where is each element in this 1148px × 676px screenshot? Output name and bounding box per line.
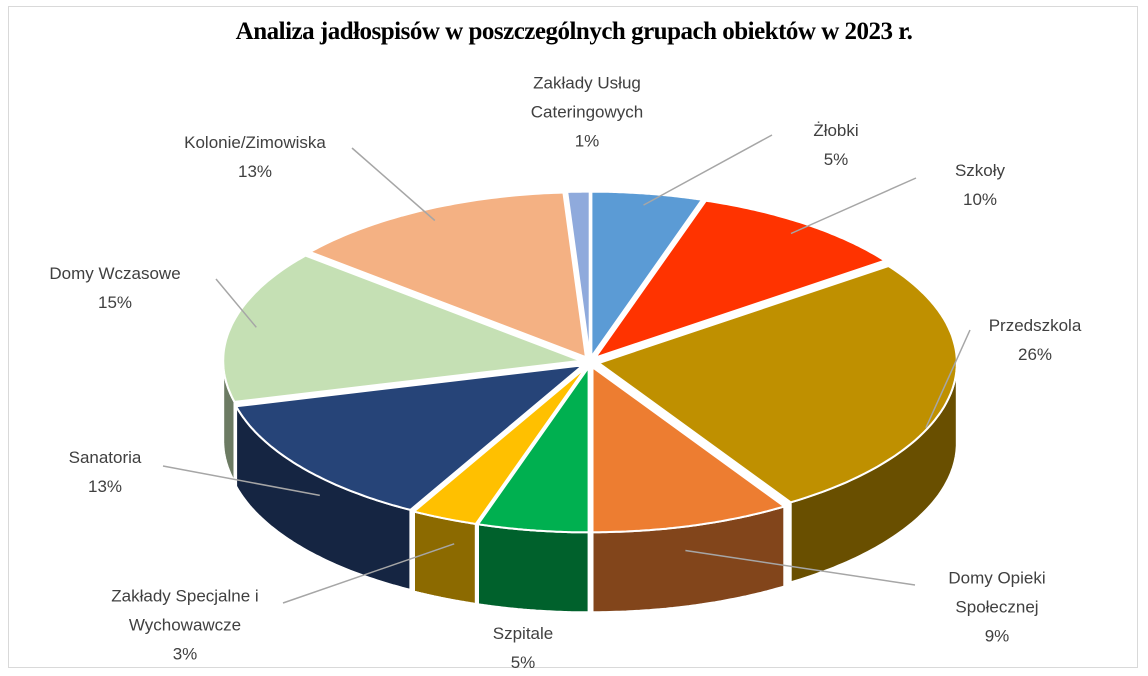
slice-side bbox=[477, 523, 590, 614]
data-label: Sanatoria 13% bbox=[35, 443, 175, 501]
slice bbox=[590, 190, 704, 360]
slice bbox=[566, 190, 591, 357]
leader-line bbox=[162, 465, 320, 497]
label-value: 13% bbox=[237, 162, 273, 181]
data-label: Żłobki 5% bbox=[776, 116, 896, 174]
label-value: 3% bbox=[172, 644, 198, 664]
slice bbox=[234, 363, 587, 511]
slice-side bbox=[413, 510, 477, 606]
label-category: Szkoły bbox=[954, 161, 1006, 180]
slice bbox=[411, 366, 588, 525]
label-category: Kolonie/Zimowiska bbox=[184, 133, 326, 152]
data-label: Szkoły 10% bbox=[920, 156, 1040, 214]
data-label: Kolonie/Zimowiska 13% bbox=[155, 128, 355, 186]
data-label: Szpitale 5% bbox=[463, 619, 583, 676]
leader-line bbox=[925, 329, 971, 429]
label-category: Zakłady Specjalne i Wychowawcze bbox=[111, 586, 259, 635]
leader-line bbox=[685, 549, 916, 586]
leader-line bbox=[643, 134, 773, 206]
label-category: Domy Opieki Społecznej bbox=[948, 568, 1046, 617]
leader-line bbox=[790, 177, 917, 235]
label-value: 1% bbox=[574, 131, 600, 151]
label-category: Szpitale bbox=[492, 624, 554, 643]
slice bbox=[596, 264, 958, 504]
chart-title: Analiza jadłospisów w poszczególnych gru… bbox=[235, 18, 913, 45]
data-label: Przedszkola 26% bbox=[965, 311, 1105, 369]
label-value: 10% bbox=[962, 190, 998, 209]
leader-line bbox=[351, 147, 436, 222]
chart-frame bbox=[8, 6, 1138, 668]
slice bbox=[222, 254, 582, 403]
slice bbox=[476, 364, 590, 534]
label-value: 9% bbox=[984, 626, 1010, 646]
label-value: 26% bbox=[1017, 345, 1053, 364]
data-label: Zakłady Usług Cateringowych 1% bbox=[507, 69, 667, 156]
data-label: Domy Opieki Społecznej 9% bbox=[937, 564, 1057, 651]
label-value: 15% bbox=[97, 293, 133, 312]
label-category: Żłobki bbox=[813, 121, 859, 140]
label-category: Przedszkola bbox=[988, 316, 1082, 335]
label-value: 5% bbox=[510, 653, 536, 672]
label-value: 13% bbox=[87, 477, 123, 496]
label-value: 5% bbox=[823, 150, 849, 169]
label-category: Sanatoria bbox=[68, 448, 142, 467]
slice bbox=[592, 199, 888, 360]
data-label: Zakłady Specjalne i Wychowawcze 3% bbox=[80, 582, 290, 669]
label-category: Domy Wczasowe bbox=[49, 264, 181, 283]
label-category: Zakłady Usług Cateringowych bbox=[530, 73, 644, 122]
slice bbox=[591, 365, 787, 534]
data-label: Domy Wczasowe 15% bbox=[15, 259, 215, 317]
leader-line bbox=[282, 543, 455, 604]
leader-line bbox=[215, 278, 257, 328]
